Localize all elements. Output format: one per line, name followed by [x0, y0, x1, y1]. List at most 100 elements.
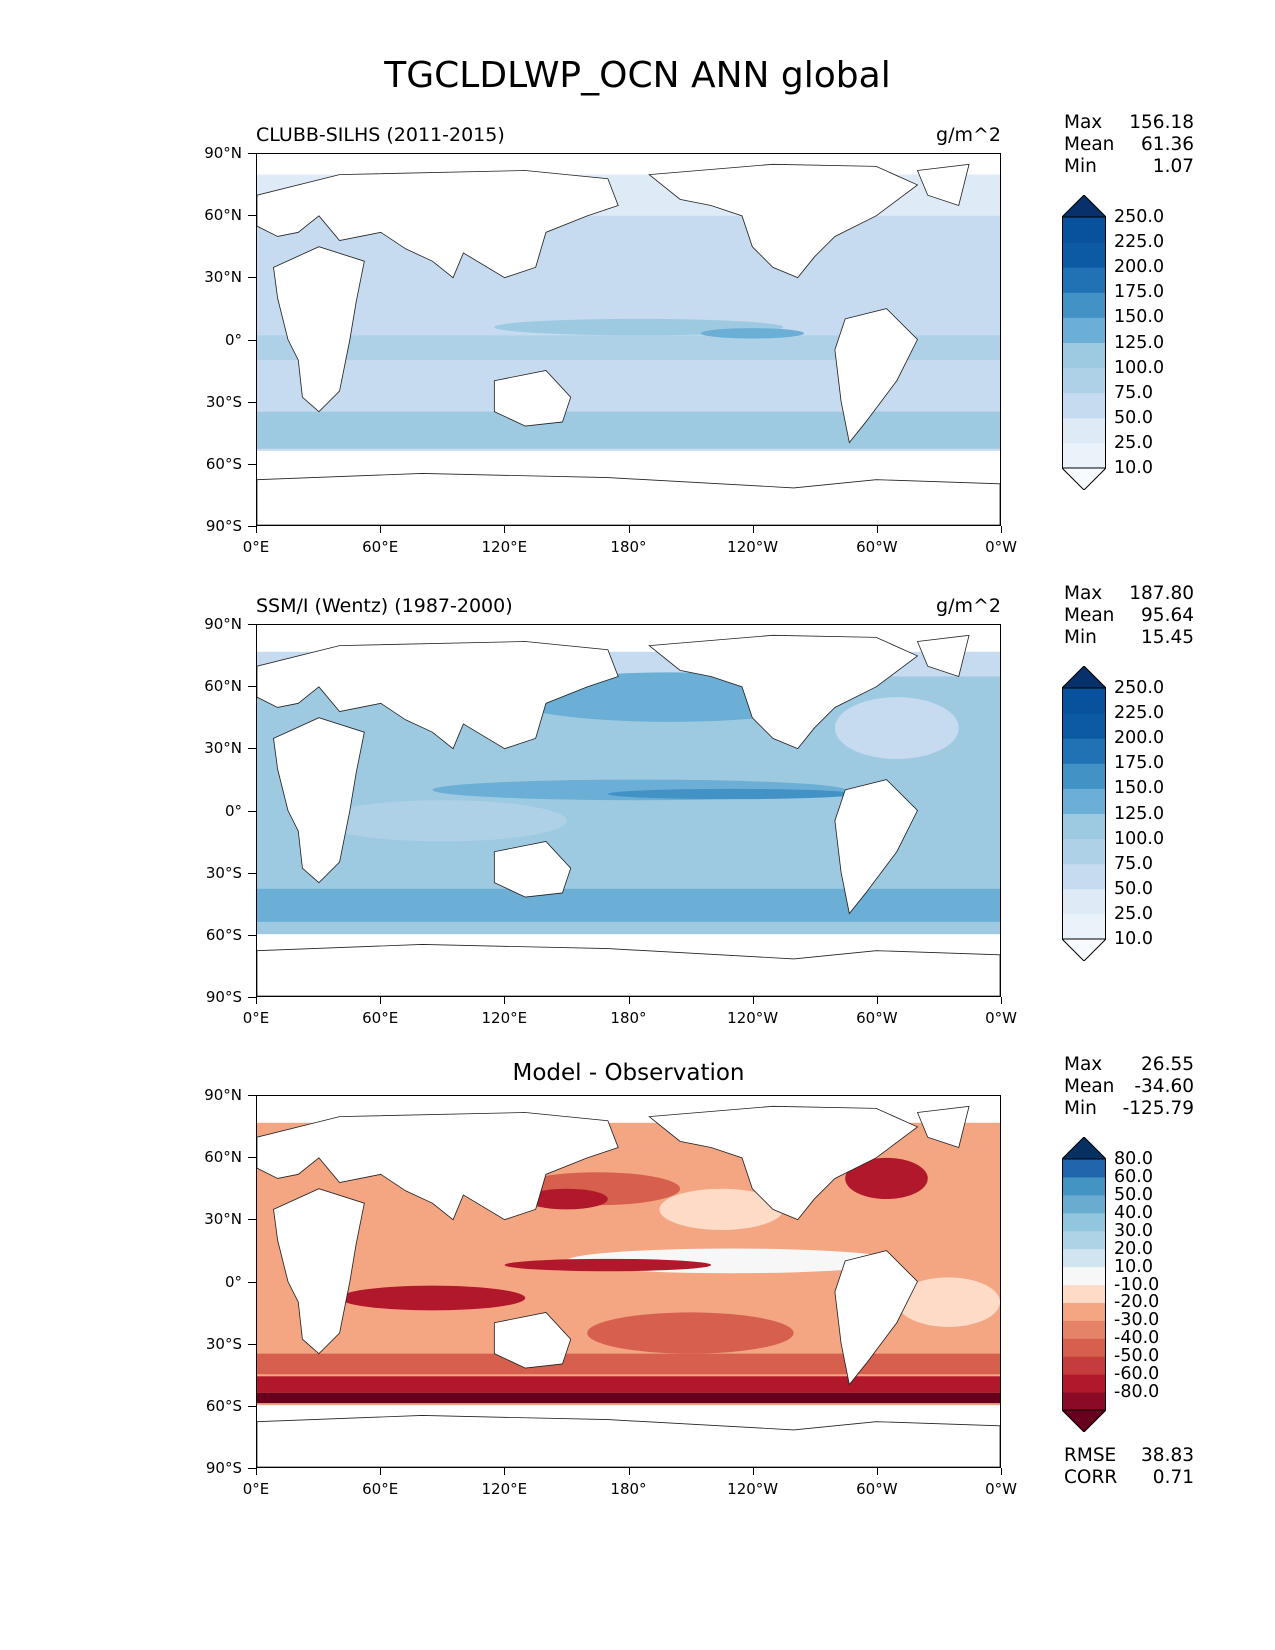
colorbar-tick-label: 75.0: [1114, 382, 1153, 403]
lat-tick-mark: [248, 215, 256, 217]
antarctica-1: [257, 473, 1000, 525]
lat-tick-label: 60°S: [205, 1396, 242, 1415]
lat-tick-mark: [248, 1095, 256, 1096]
lat-tick-mark: [248, 401, 256, 403]
south-america-1: [834, 308, 918, 444]
lat-tick-label: 60°N: [204, 206, 242, 225]
lon-tick-mark: [256, 526, 257, 533]
page-title: TGCLDLWP_OCN ANN global: [384, 55, 891, 96]
lat-tick-mark: [248, 748, 256, 750]
colorbar-segment: [1062, 267, 1106, 293]
colorbar-tick-label: 50.0: [1114, 407, 1153, 428]
lon-tick-mark: [876, 997, 878, 1004]
colorbar-tick-label: -20.0: [1114, 1292, 1160, 1313]
panel2-stats: Max 187.80 Mean 95.64 Min 15.45: [1064, 583, 1194, 648]
colorbar-1: [1062, 195, 1106, 490]
lon-tick-mark: [504, 526, 506, 533]
lat-tick-label: 60°S: [205, 925, 242, 944]
colorbar-segment: [1062, 888, 1106, 915]
colorbar-segment: [1062, 1338, 1106, 1357]
colorbar-outline: [1062, 216, 1106, 469]
colorbar-tick-label: 175.0: [1114, 753, 1165, 774]
colorbar-tick-label: 250.0: [1114, 207, 1165, 227]
colorbar-segment: [1062, 1212, 1106, 1232]
australia-1: [493, 369, 572, 427]
lon-tick-label: 60°E: [362, 538, 399, 556]
colorbar-segment: [1062, 838, 1106, 865]
colorbar-tick-label: -50.0: [1114, 1346, 1160, 1367]
colorbar-segment: [1062, 788, 1106, 814]
colorbar-tick-label: 225.0: [1114, 232, 1165, 253]
lon-tick-mark: [380, 1468, 382, 1475]
colorbar-segment: [1062, 1248, 1106, 1268]
lon-tick-label: 0°W: [985, 1009, 1017, 1027]
lat-tick-label: 90°N: [204, 615, 242, 633]
colorbar-segment: [1062, 1320, 1106, 1339]
colorbar-segment: [1062, 1230, 1106, 1250]
lat-tick-mark: [248, 810, 256, 812]
lon-tick-mark: [380, 526, 382, 533]
colorbar-outline: [1062, 1158, 1106, 1411]
colorbar-tick-label: 250.0: [1114, 678, 1165, 698]
colorbar-1-svg: [1062, 195, 1106, 490]
lat-tick-label: 90°S: [205, 1459, 242, 1477]
lon-tick-label: 120°W: [727, 1480, 779, 1498]
rmse-corr: RMSE 38.83 CORR 0.71: [1064, 1445, 1194, 1488]
colorbar-3-svg: [1062, 1137, 1106, 1432]
colorbar-segment: [1062, 1159, 1106, 1178]
lat-tick-mark: [248, 1157, 256, 1159]
panel3-stats: Max 26.55 Mean -34.60 Min -125.79: [1064, 1054, 1194, 1119]
panel1-stats: Max 156.18 Mean 61.36 Min 1.07: [1064, 112, 1194, 177]
colorbar-tick-label: 40.0: [1114, 1202, 1153, 1223]
colorbar-segment: [1062, 1194, 1106, 1214]
lat-tick-label: 60°N: [204, 677, 242, 696]
lon-tick-mark: [752, 526, 754, 533]
panel2-label: SSM/I (Wentz) (1987-2000): [256, 595, 513, 617]
map-2-svg: [257, 625, 1000, 996]
lat-tick-mark: [248, 686, 256, 688]
lon-tick-label: 0°E: [242, 1480, 270, 1498]
lon-tick-mark: [628, 1468, 630, 1475]
lat-tick-label: 30°S: [205, 1334, 242, 1353]
map-3-svg: [257, 1096, 1000, 1467]
panel2-units: g/m^2: [936, 595, 1001, 617]
colorbar-tick-label: 20.0: [1114, 1238, 1153, 1259]
lat-tick-mark: [248, 1281, 256, 1283]
lon-tick-label: 60°E: [362, 1480, 399, 1498]
lon-tick-label: 60°E: [362, 1009, 399, 1027]
colorbar-tick-label: 10.0: [1114, 929, 1153, 949]
colorbar-tick-label: 50.0: [1114, 878, 1153, 899]
colorbar-tick-label: 200.0: [1114, 728, 1165, 749]
colorbar-tick-label: 175.0: [1114, 282, 1165, 303]
colorbar-segment: [1062, 1176, 1106, 1196]
colorbar-tick-label: 80.0: [1114, 1149, 1153, 1169]
colorbar-outline: [1062, 687, 1106, 940]
colorbar-segment: [1062, 763, 1106, 789]
africa-1: [273, 246, 365, 413]
lon-tick-mark: [256, 1468, 257, 1475]
colorbar-2: [1062, 666, 1106, 961]
lon-tick-mark: [380, 997, 382, 1004]
lat-tick-mark: [248, 463, 256, 465]
colorbar-tick-label: 50.0: [1114, 1184, 1153, 1205]
colorbar-tick-label: 150.0: [1114, 307, 1165, 328]
lon-tick-label: 120°E: [481, 1009, 528, 1027]
colorbar-tick-label: 10.0: [1114, 458, 1153, 478]
lat-tick-label: 60°S: [205, 454, 242, 473]
colorbar-segment: [1062, 1356, 1106, 1375]
lat-tick-label: 0°: [224, 1272, 242, 1291]
lat-tick-label: 30°N: [204, 739, 242, 758]
lat-tick-label: 90°S: [205, 988, 242, 1006]
lat-tick-label: 0°: [224, 330, 242, 349]
lat-tick-mark: [248, 997, 256, 998]
lat-tick-mark: [248, 872, 256, 874]
colorbar-segment: [1062, 342, 1106, 369]
map-panel-1: [256, 153, 1001, 526]
colorbar-extend-bottom: [1062, 1409, 1106, 1432]
colorbar-tick-label: -30.0: [1114, 1310, 1160, 1331]
colorbar-segment: [1062, 1374, 1106, 1393]
lon-tick-label: 0°E: [242, 538, 270, 556]
lat-tick-mark: [248, 1468, 256, 1469]
colorbar-segment: [1062, 367, 1106, 394]
lat-tick-label: 90°N: [204, 1086, 242, 1104]
